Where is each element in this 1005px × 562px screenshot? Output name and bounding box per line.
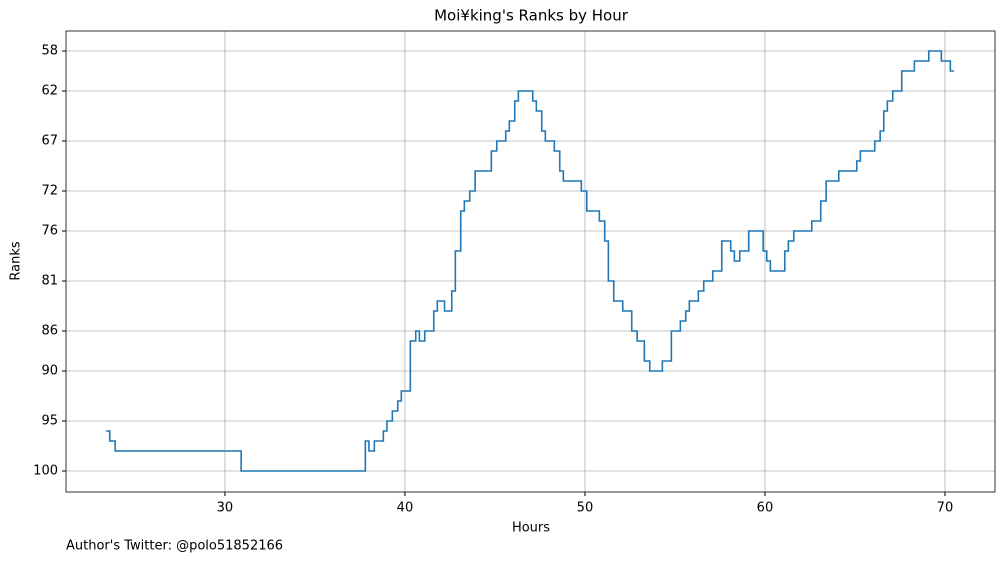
y-tick-label: 72	[41, 184, 58, 199]
footnote: Author's Twitter: @polo51852166	[66, 539, 283, 554]
y-tick-label: 86	[41, 324, 58, 339]
y-tick-label: 58	[41, 44, 58, 59]
x-tick-label: 50	[577, 501, 594, 516]
step-line	[106, 50, 954, 472]
chart-title: Moi¥king's Ranks by Hour	[434, 7, 629, 25]
y-tick-label: 81	[41, 274, 58, 289]
y-tick-label: 67	[41, 134, 58, 149]
y-tick-label: 62	[41, 84, 58, 99]
y-axis-label: Ranks	[9, 241, 24, 280]
x-tick-label: 40	[397, 501, 414, 516]
y-tick-label: 100	[33, 464, 58, 479]
x-tick-label: 70	[937, 501, 954, 516]
y-tick-label: 95	[41, 414, 58, 429]
x-tick-label: 60	[757, 501, 774, 516]
y-tick-label: 90	[41, 364, 58, 379]
plot-frame	[65, 30, 996, 493]
x-axis-label: Hours	[512, 521, 550, 536]
y-tick-label: 76	[41, 224, 58, 239]
x-tick-label: 30	[217, 501, 234, 516]
